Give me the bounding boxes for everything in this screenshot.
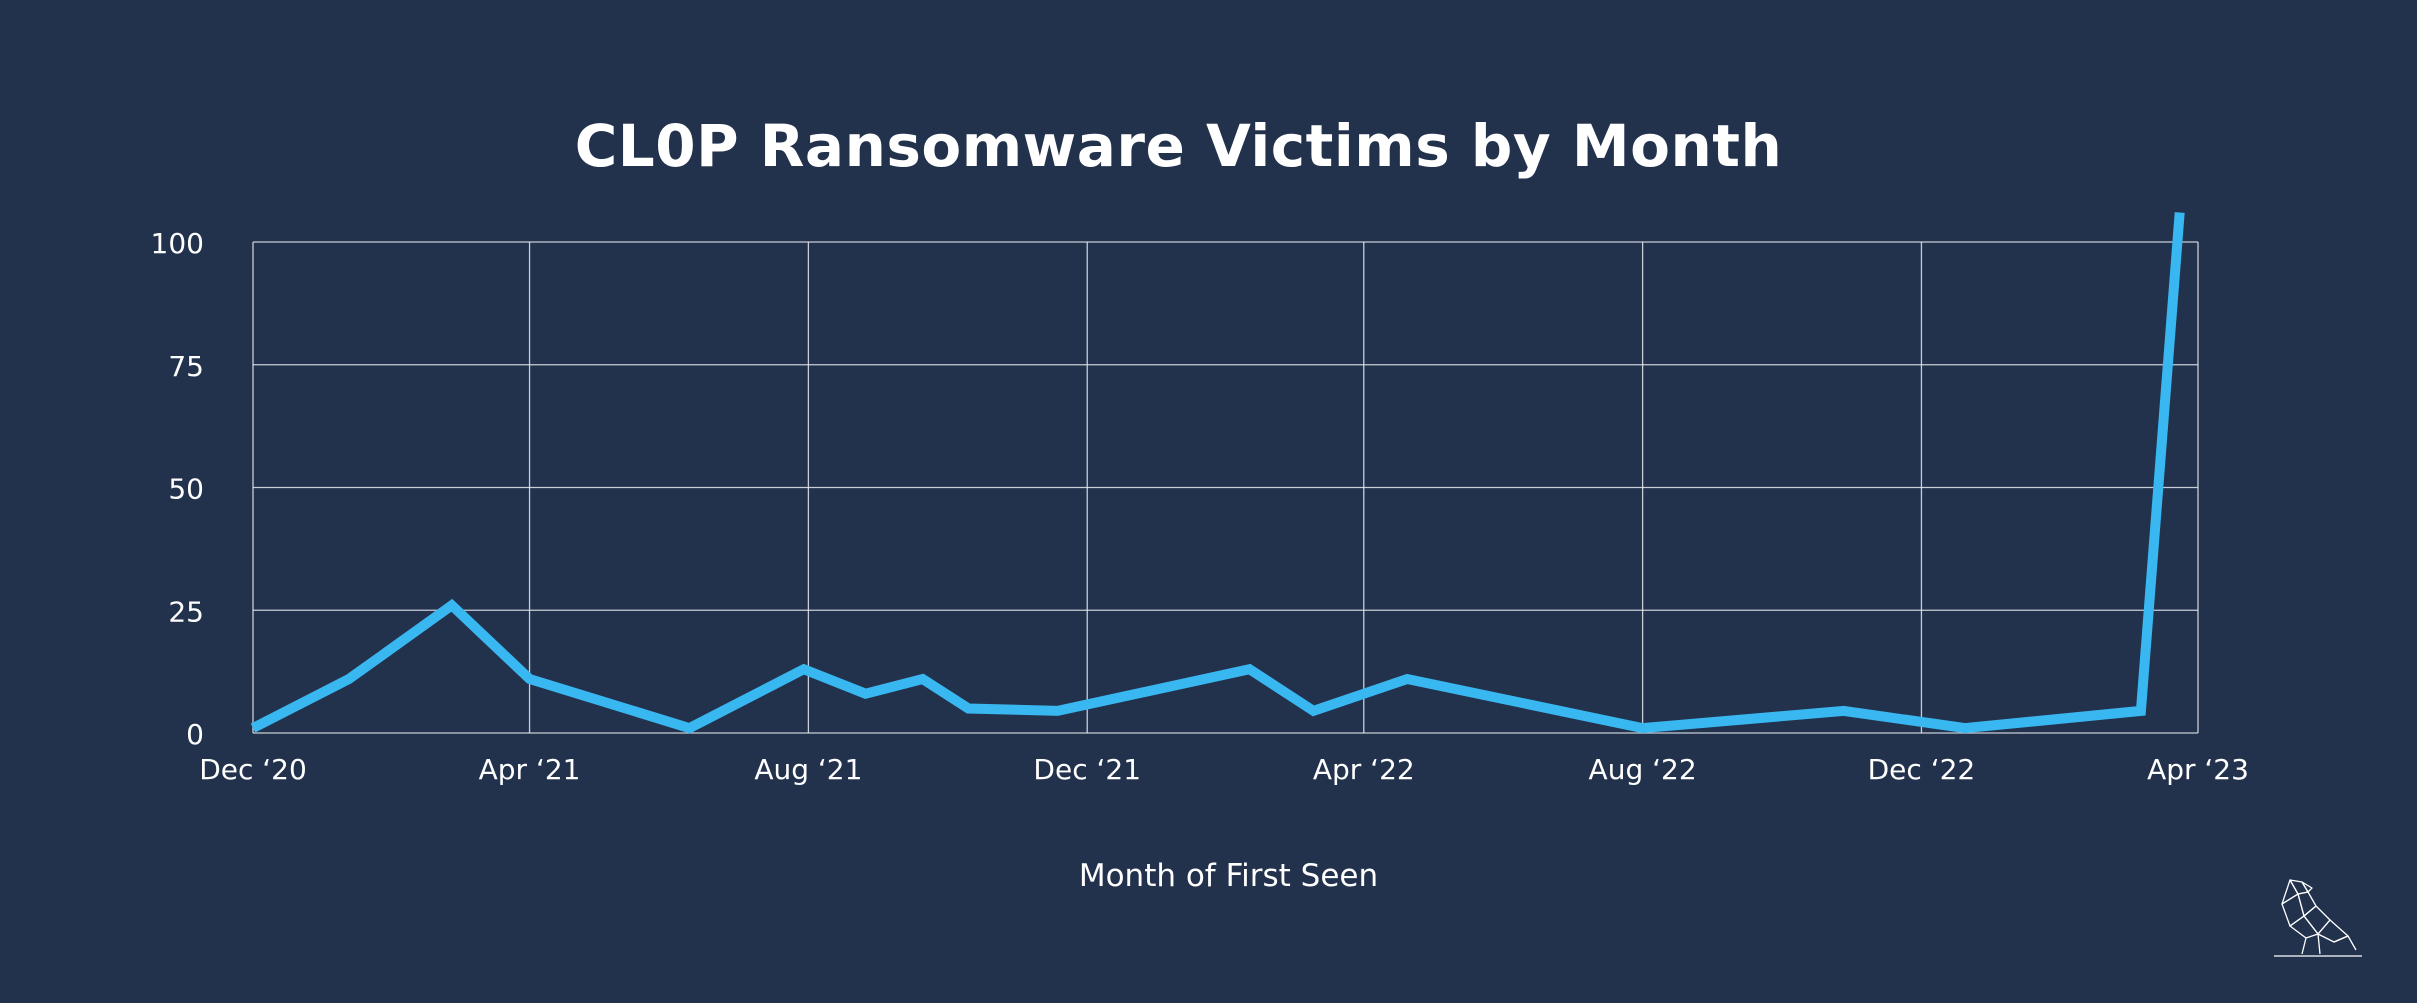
y-tick-label: 25 bbox=[168, 595, 204, 628]
x-tick-label: Dec ‘22 bbox=[1868, 753, 1976, 786]
y-tick-label: 50 bbox=[168, 473, 204, 506]
x-tick-label: Apr ‘21 bbox=[479, 753, 581, 786]
bird-logo-icon bbox=[2274, 879, 2362, 957]
y-tick-label: 0 bbox=[186, 718, 204, 751]
y-tick-label: 75 bbox=[168, 350, 204, 383]
x-tick-label: Aug ‘21 bbox=[754, 753, 862, 786]
x-tick-label: Dec ‘21 bbox=[1033, 753, 1141, 786]
chart-series bbox=[250, 212, 2185, 734]
chart-grid bbox=[252, 241, 2199, 734]
x-tick-label: Aug ‘22 bbox=[1589, 753, 1697, 786]
x-axis-label: Month of First Seen bbox=[1078, 858, 1379, 894]
x-tick-label: Apr ‘22 bbox=[1313, 753, 1415, 786]
series-line bbox=[250, 212, 2185, 734]
chart-title: CL0P Ransomware Victims by Month bbox=[574, 112, 1783, 180]
y-tick-label: 100 bbox=[151, 227, 204, 260]
x-tick-label: Dec ‘20 bbox=[199, 753, 307, 786]
axis-ticks: 0 25 50 75 100 Dec ‘20 Apr ‘21 Aug ‘21 Dec ‘21 Ap… bbox=[151, 227, 2249, 786]
x-tick-label: Apr ‘23 bbox=[2147, 753, 2249, 786]
